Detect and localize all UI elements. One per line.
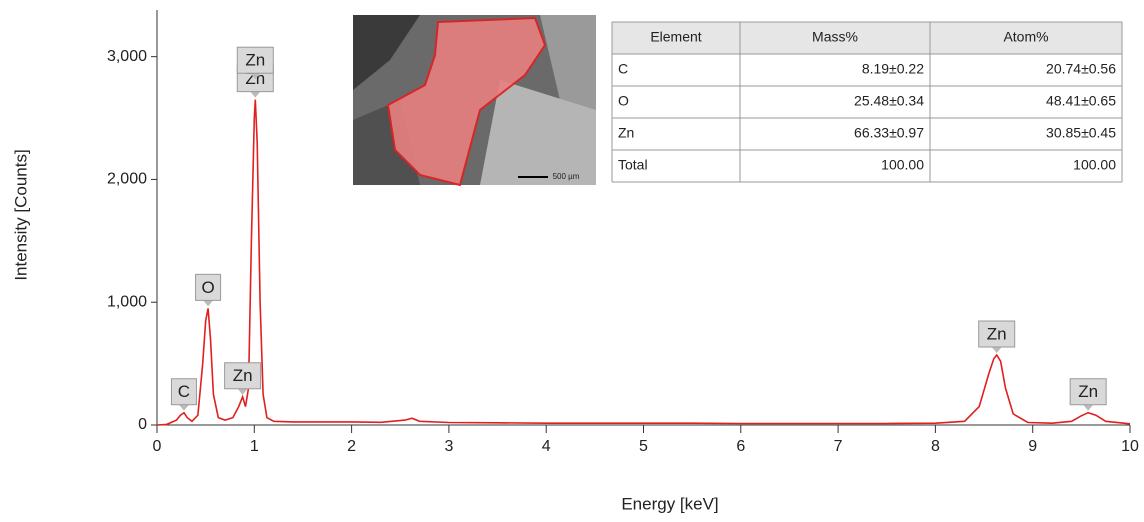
table-cell: 100.00 [1073,157,1116,173]
page: Energy [keV] Intensity [Counts] 500 µm E… [0,0,1144,522]
x-tick-label: 0 [153,438,162,455]
peak-pointer [238,389,248,395]
table-cell: C [618,61,628,77]
peak-text: O [201,278,214,297]
table-cell: 66.33±0.97 [854,125,924,141]
peak-pointer [992,347,1002,353]
peak-pointer [250,92,260,98]
peak-pointer [1083,405,1093,411]
table-cell: 8.19±0.22 [862,61,924,77]
table-cell: O [618,93,629,109]
x-tick-label: 7 [834,438,843,455]
table: Element Mass% Atom% C 8.19±0.22 20.74±0.56 O 25… [612,22,1122,182]
y-axis-label: Intensity [Counts] [11,149,30,280]
x-tick-label: 1 [250,438,259,455]
table-header: Element [650,29,701,45]
peak-pointer [203,300,213,306]
table-header: Mass% [812,29,858,45]
x-tick-label: 3 [444,438,453,455]
peak-label: Zn [979,321,1015,353]
y-tick-label: 1,000 [107,293,147,310]
table-cell: Total [618,157,648,173]
x-tick-label: 6 [736,438,745,455]
x-tick-label: 2 [347,438,356,455]
inset-image: 500 µm [353,15,596,185]
peak-text: Zn [987,324,1007,343]
peak-label: C [171,379,196,411]
peak-text: C [178,382,190,401]
x-tick-label: 5 [639,438,648,455]
table-cell: 48.41±0.65 [1046,93,1116,109]
peak-pointer [179,405,189,411]
x-tick-label: 9 [1028,438,1037,455]
peak-label: O [196,274,221,306]
table-cell: 100.00 [881,157,924,173]
table-header: Atom% [1003,29,1048,45]
table-cell: 30.85±0.45 [1046,125,1116,141]
peak-label: Zn [1070,379,1106,411]
y-tick-label: 3,000 [107,48,147,65]
scale-label: 500 µm [553,172,580,181]
x-tick-label: 8 [931,438,940,455]
x-axis-label: Energy [keV] [621,494,718,513]
chart: Energy [keV] Intensity [Counts] 500 µm E… [0,0,1144,517]
x-tick-label: 10 [1121,438,1139,455]
table-cell: Zn [618,125,634,141]
spectrum-line [157,100,1130,425]
x-tick-label: 4 [542,438,551,455]
table-cell: 20.74±0.56 [1046,61,1116,77]
peak-text: Zn [1078,382,1098,401]
table-cell: 25.48±0.34 [854,93,924,109]
peak-label: Zn [225,363,261,395]
y-tick-label: 0 [138,416,147,433]
peak-text: Zn [245,51,265,70]
peak-text: Zn [233,366,253,385]
y-tick-label: 2,000 [107,171,147,188]
